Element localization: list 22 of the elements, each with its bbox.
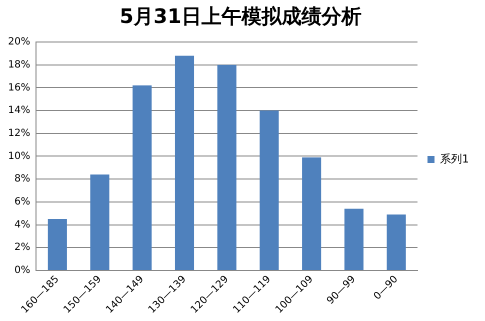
y-tick-label: 20% (8, 36, 30, 48)
chart-title: 5月31日上午模拟成绩分析 (120, 4, 362, 28)
bar (174, 56, 194, 270)
bar (132, 85, 152, 270)
bar (344, 208, 364, 270)
bar (90, 174, 110, 270)
bar (260, 110, 279, 270)
bar (386, 214, 406, 270)
y-tick-label: 2% (14, 242, 30, 254)
y-tick-label: 6% (14, 196, 30, 208)
y-tick-label: 14% (8, 105, 30, 116)
y-tick-label: 18% (8, 59, 30, 70)
y-tick-label: 10% (8, 150, 30, 162)
y-tick-label: 4% (14, 219, 30, 230)
bar (302, 157, 322, 270)
y-tick-label: 8% (14, 174, 30, 185)
y-tick-label: 0% (14, 265, 30, 276)
bar (48, 219, 67, 270)
y-tick-label: 16% (8, 82, 30, 94)
y-tick-label: 12% (8, 128, 30, 139)
legend-label: 系列1 (440, 152, 469, 166)
bar (217, 64, 236, 270)
